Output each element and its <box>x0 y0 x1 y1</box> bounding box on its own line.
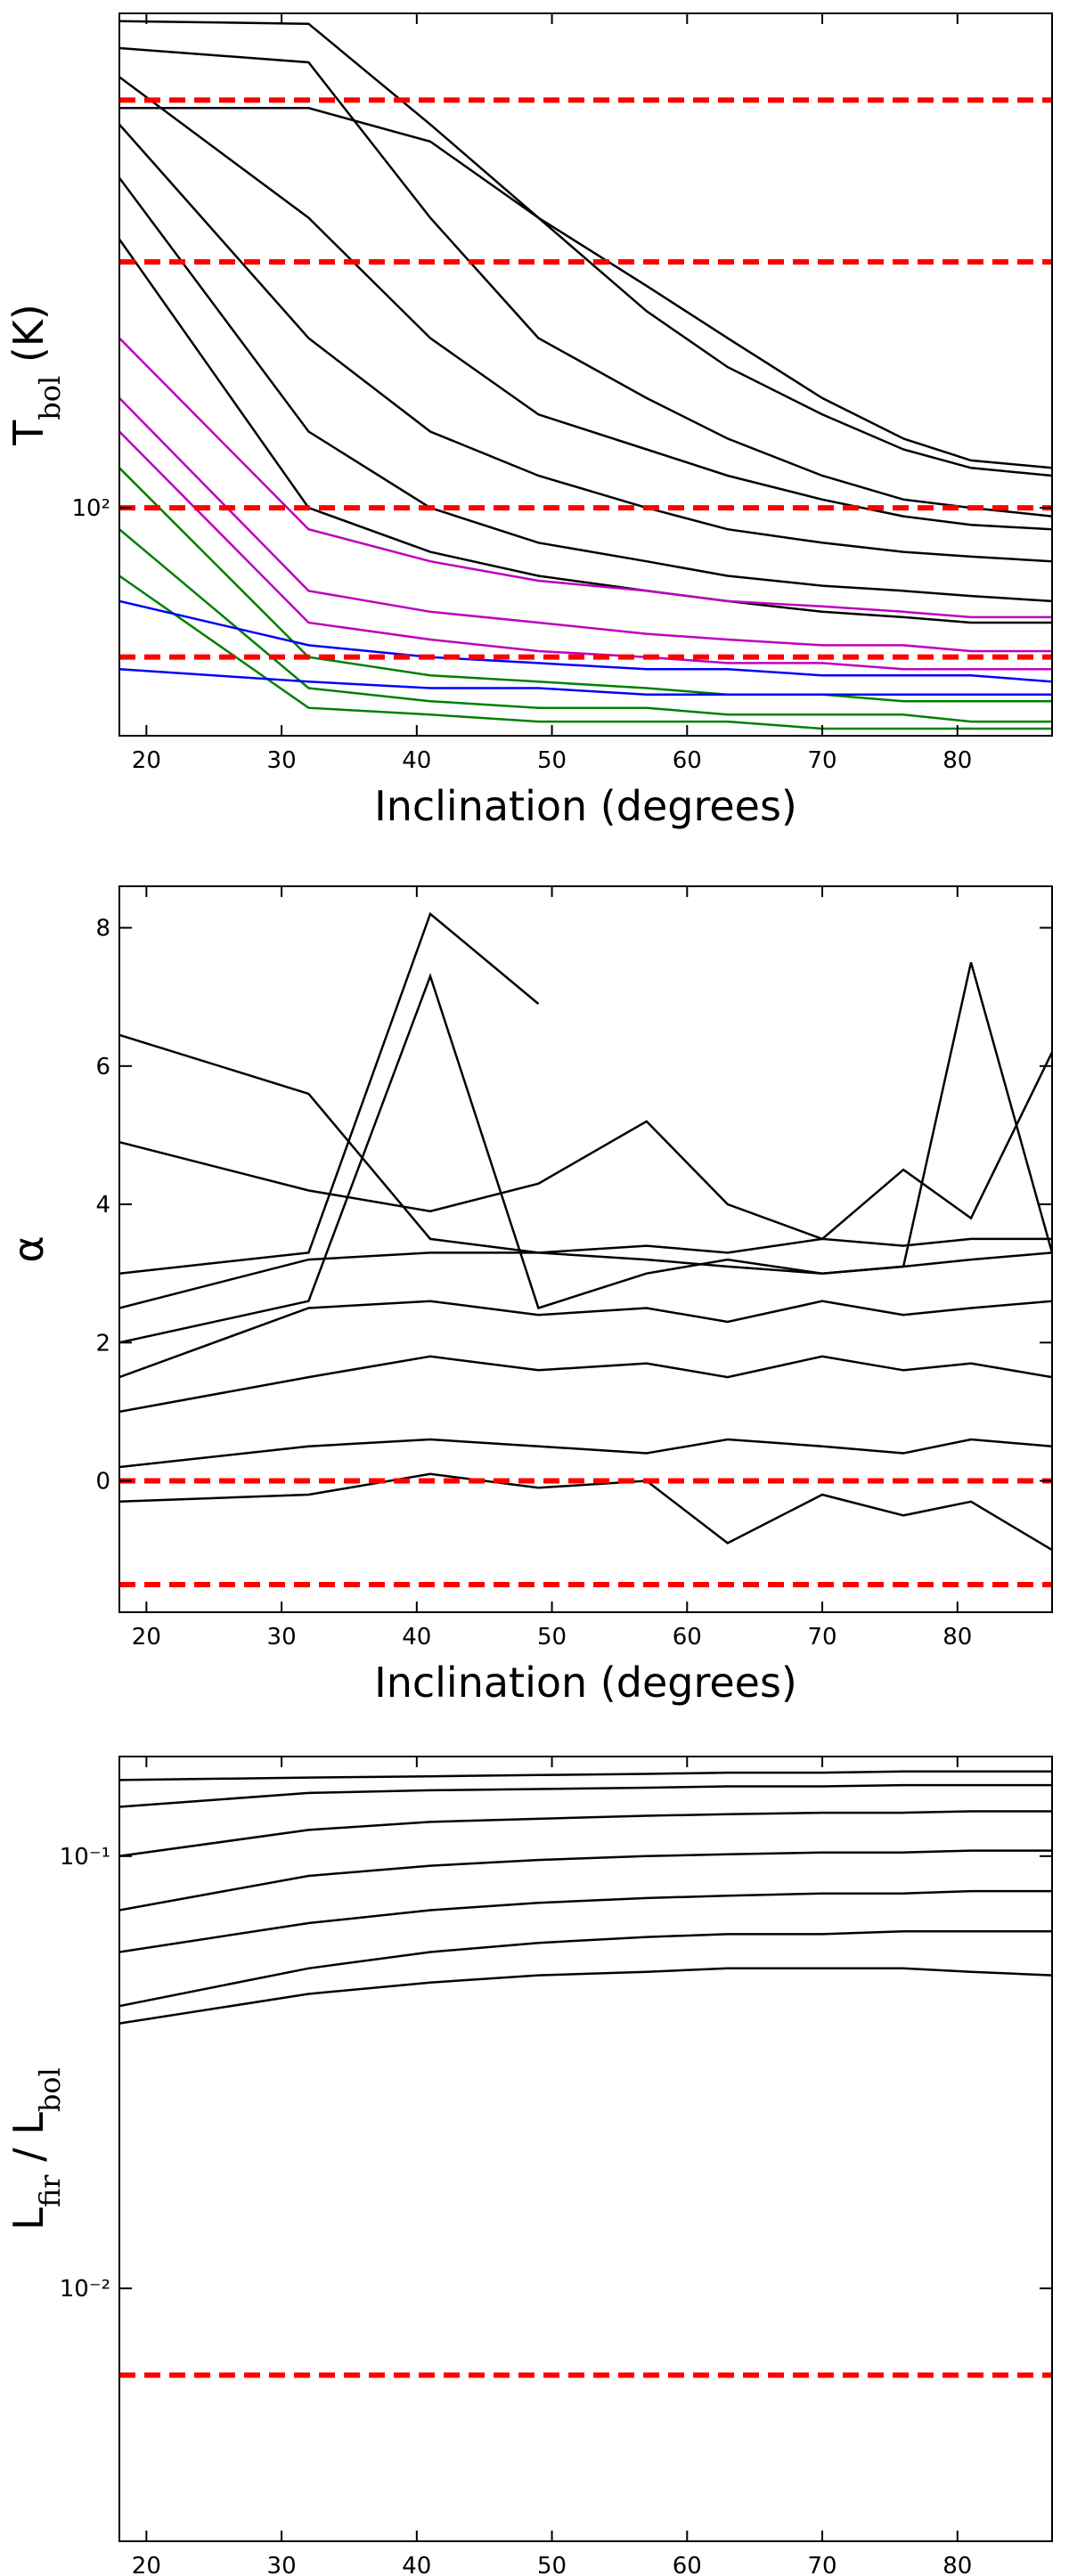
x-tick-label: 70 <box>807 1624 836 1651</box>
x-tick-label: 70 <box>807 2553 836 2576</box>
x-tick-label: 50 <box>537 2553 567 2576</box>
x-axis-label: Inclination (degrees) <box>374 782 797 830</box>
x-tick-label: 50 <box>537 1624 567 1651</box>
series-line <box>119 467 1052 703</box>
series-line <box>119 76 1052 531</box>
plot-area <box>119 911 1052 1587</box>
y-tick-label: 8 <box>95 916 110 942</box>
x-tick-label: 30 <box>267 1624 297 1651</box>
plot-area <box>119 1770 1052 2378</box>
series-line <box>119 1472 1052 1552</box>
axes-frame <box>118 885 1053 1613</box>
x-tick-label: 20 <box>132 1624 161 1651</box>
series-line <box>119 337 1052 619</box>
x-tick-label: 40 <box>402 1624 431 1651</box>
y-axis-label: Tbol (K) <box>4 304 67 446</box>
axes-frame <box>118 1756 1053 2542</box>
x-tick-label: 30 <box>267 747 297 774</box>
y-tick-label: 2 <box>95 1330 110 1357</box>
x-axis-label: Inclination (degrees) <box>374 1659 797 1707</box>
series-line <box>119 1033 1052 1275</box>
series-line <box>119 430 1052 671</box>
y-axis-label-part: α <box>4 1235 53 1262</box>
x-tick-label: 60 <box>673 2553 702 2576</box>
x-tick-label: 80 <box>943 2553 972 2576</box>
series-line <box>119 528 1052 723</box>
y-tick-label: 10⁻² <box>60 2276 110 2303</box>
y-axis-label: Lfir / Lbol <box>4 2067 67 2230</box>
x-tick-label: 80 <box>943 1624 972 1651</box>
y-axis-label-part: fir <box>33 2174 67 2207</box>
series-line <box>119 1929 1052 2008</box>
x-tick-label: 50 <box>537 747 567 774</box>
y-axis-label-part: (K) <box>4 304 53 376</box>
y-axis-label-part: bol <box>33 2067 67 2112</box>
series-line <box>119 1783 1052 1808</box>
series-line <box>119 238 1052 624</box>
x-tick-label: 40 <box>402 747 431 774</box>
y-axis-label-part: / L <box>4 2112 53 2175</box>
series-line <box>119 1051 1052 1241</box>
y-tick-label: 10⁻¹ <box>60 1844 110 1871</box>
series-line <box>119 1237 1052 1309</box>
y-tick-label: 4 <box>95 1192 110 1219</box>
y-tick-label: 0 <box>95 1469 110 1496</box>
series-line <box>119 575 1052 730</box>
series-line <box>119 1438 1052 1469</box>
x-tick-label: 40 <box>402 2553 431 2576</box>
x-tick-label: 80 <box>943 747 972 774</box>
series-line <box>119 962 1052 1344</box>
x-tick-label: 20 <box>132 747 161 774</box>
series-line <box>119 397 1052 653</box>
series-line <box>119 1810 1052 1858</box>
series-line <box>119 20 1052 469</box>
series-line <box>119 599 1052 683</box>
x-tick-label: 60 <box>673 747 702 774</box>
x-tick-label: 60 <box>673 1624 702 1651</box>
series-line <box>119 1849 1052 1912</box>
series-line <box>119 668 1052 697</box>
series-line <box>119 1770 1052 1781</box>
y-tick-label: 10² <box>71 495 110 522</box>
series-line <box>119 1967 1052 2025</box>
y-axis-label-part: T <box>4 420 53 446</box>
y-tick-label: 6 <box>95 1054 110 1080</box>
y-axis-label-part: bol <box>33 376 67 420</box>
plot-area <box>119 20 1052 730</box>
y-axis-label-part: L <box>4 2207 53 2230</box>
series-line <box>119 1300 1052 1379</box>
series-line <box>119 123 1052 563</box>
series-line <box>119 107 1052 477</box>
series-line <box>119 176 1052 603</box>
y-axis-label: α <box>4 1235 53 1262</box>
x-tick-label: 70 <box>807 747 836 774</box>
x-tick-label: 20 <box>132 2553 161 2576</box>
x-tick-label: 30 <box>267 2553 297 2576</box>
series-line <box>119 911 540 1275</box>
series-line <box>119 1889 1052 1953</box>
series-line <box>119 46 1052 518</box>
axes-frame <box>118 12 1053 737</box>
series-line <box>119 1355 1052 1414</box>
